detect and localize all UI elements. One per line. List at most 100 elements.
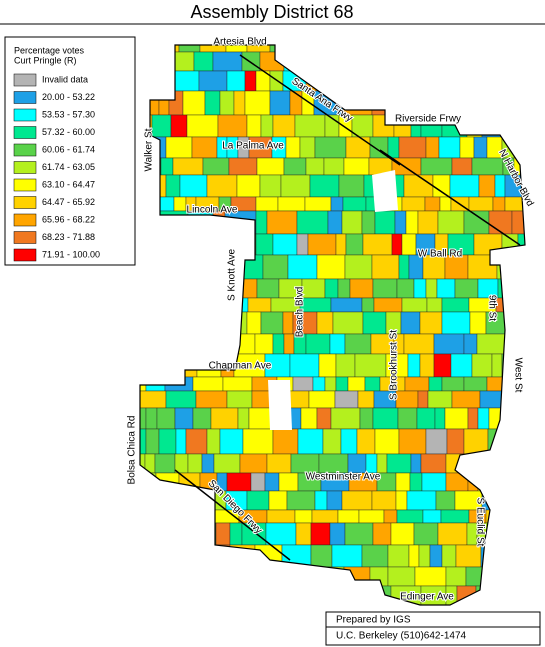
precinct (305, 157, 325, 176)
precinct (153, 297, 178, 313)
precinct (436, 278, 456, 299)
precinct (140, 233, 159, 256)
legend-label: 57.32 - 60.00 (42, 127, 95, 137)
precinct (487, 522, 506, 546)
precinct (140, 174, 167, 198)
precinct (286, 490, 316, 511)
precinct (266, 453, 292, 474)
precinct (456, 585, 477, 605)
street-label: Lincoln Ave (187, 205, 238, 216)
precinct (395, 472, 411, 492)
precinct (246, 114, 262, 138)
precinct (255, 196, 279, 212)
precinct (218, 566, 251, 587)
street-label: 9th St (486, 295, 497, 321)
precinct (164, 45, 180, 53)
precinct (419, 353, 435, 378)
precinct (445, 472, 469, 492)
precinct (359, 407, 374, 430)
precinct (256, 278, 280, 299)
precinct (254, 544, 283, 568)
precinct (344, 522, 374, 546)
precinct (486, 376, 510, 392)
precinct (508, 585, 525, 605)
precinct (178, 353, 198, 378)
precinct (210, 407, 239, 430)
precinct (498, 45, 516, 53)
precinct (140, 45, 166, 53)
precinct (395, 490, 408, 511)
precinct (347, 376, 366, 392)
precinct (529, 71, 545, 91)
precinct (180, 311, 193, 335)
precinct (337, 278, 351, 299)
precinct (182, 90, 206, 116)
precinct (318, 453, 349, 474)
precinct (475, 585, 496, 605)
precinct (473, 136, 488, 159)
precinct (140, 333, 157, 355)
precinct (167, 353, 180, 378)
precinct (304, 51, 324, 72)
precinct (299, 136, 316, 159)
precinct (289, 90, 303, 116)
precinct (367, 45, 390, 53)
precinct (481, 45, 500, 53)
precinct (228, 157, 258, 176)
precinct (272, 114, 296, 138)
precinct (403, 333, 435, 355)
precinct (445, 453, 476, 474)
precinct (511, 490, 525, 511)
precinct (183, 254, 213, 280)
precinct (308, 390, 336, 409)
precinct (222, 376, 253, 392)
precinct (374, 210, 396, 235)
precinct (523, 333, 525, 355)
precinct (345, 136, 371, 159)
precinct (140, 210, 161, 235)
precinct (481, 51, 513, 72)
precinct (481, 490, 513, 511)
precinct (413, 45, 437, 53)
precinct (372, 278, 398, 299)
precinct (513, 407, 525, 430)
precinct (454, 278, 479, 299)
precinct (212, 51, 243, 72)
precinct (164, 566, 194, 587)
precinct (332, 311, 364, 335)
precinct (388, 45, 415, 53)
precinct (393, 70, 411, 92)
precinct (215, 522, 231, 546)
precinct (380, 51, 411, 72)
precinct (277, 196, 306, 212)
precinct (372, 522, 392, 546)
precinct (296, 233, 309, 256)
precinct (244, 70, 257, 92)
precinct (419, 311, 443, 335)
street-label: West St (512, 358, 523, 393)
precinct (440, 509, 470, 524)
precinct (169, 70, 200, 92)
precinct (397, 407, 418, 430)
precinct (219, 90, 235, 116)
precinct (287, 254, 318, 280)
precinct (282, 311, 294, 335)
precinct (484, 70, 501, 92)
precinct (522, 509, 525, 524)
precinct (409, 70, 426, 92)
precinct (372, 114, 395, 138)
precinct (420, 157, 453, 176)
precinct (371, 90, 404, 116)
precinct (155, 544, 178, 568)
precinct (459, 136, 475, 159)
precinct (338, 174, 365, 198)
precinct (244, 90, 271, 116)
precinct (140, 90, 160, 116)
hole (372, 170, 398, 212)
precinct (158, 90, 170, 116)
legend-swatch (13, 178, 37, 192)
precinct (372, 407, 399, 430)
precinct (471, 353, 493, 378)
precinct (296, 210, 329, 235)
